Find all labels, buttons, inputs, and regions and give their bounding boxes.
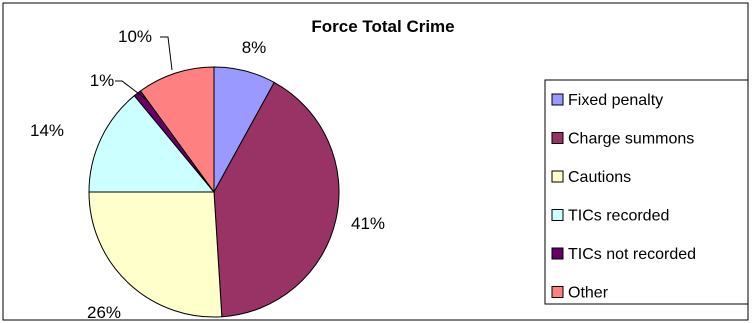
- slice-percent-label: 10%: [118, 27, 152, 46]
- legend-swatch: [551, 170, 564, 183]
- slice-percent-label: 14%: [30, 121, 64, 140]
- pie-slice-charge-summons: [213, 81, 340, 318]
- slice-percent-label: 8%: [242, 38, 267, 57]
- legend-swatch: [551, 132, 564, 144]
- legend-label: Other: [568, 285, 609, 302]
- chart-title: Force Total Crime: [311, 17, 454, 36]
- pie-slice-cautions: [88, 191, 223, 318]
- pie-slice-tics-recorded: [88, 94, 216, 193]
- slice-percent-label: 26%: [87, 303, 121, 322]
- pie-slices: [88, 66, 340, 318]
- legend-box: [544, 79, 749, 305]
- legend-label: Fixed penalty: [568, 92, 663, 109]
- legend-label: Cautions: [568, 169, 631, 186]
- leader-line: [160, 36, 173, 71]
- legend-label: Charge summons: [568, 131, 694, 148]
- legend-label: TICs not recorded: [568, 246, 696, 263]
- slice-labels: 8% 41% 26% 14% 1% 10%: [30, 27, 385, 322]
- legend-swatch: [551, 93, 564, 106]
- legend-label: TICs recorded: [568, 208, 669, 225]
- pie-slice-other: [139, 66, 215, 194]
- slice-percent-label: 41%: [351, 214, 385, 233]
- legend-swatch: [551, 286, 564, 298]
- leader-line: [115, 80, 148, 101]
- slice-percent-label: 1%: [90, 71, 115, 90]
- legend-swatch: [551, 209, 564, 221]
- legend: Fixed penalty Charge summons Cautions TICs …: [544, 79, 749, 305]
- legend-swatch: [551, 247, 564, 260]
